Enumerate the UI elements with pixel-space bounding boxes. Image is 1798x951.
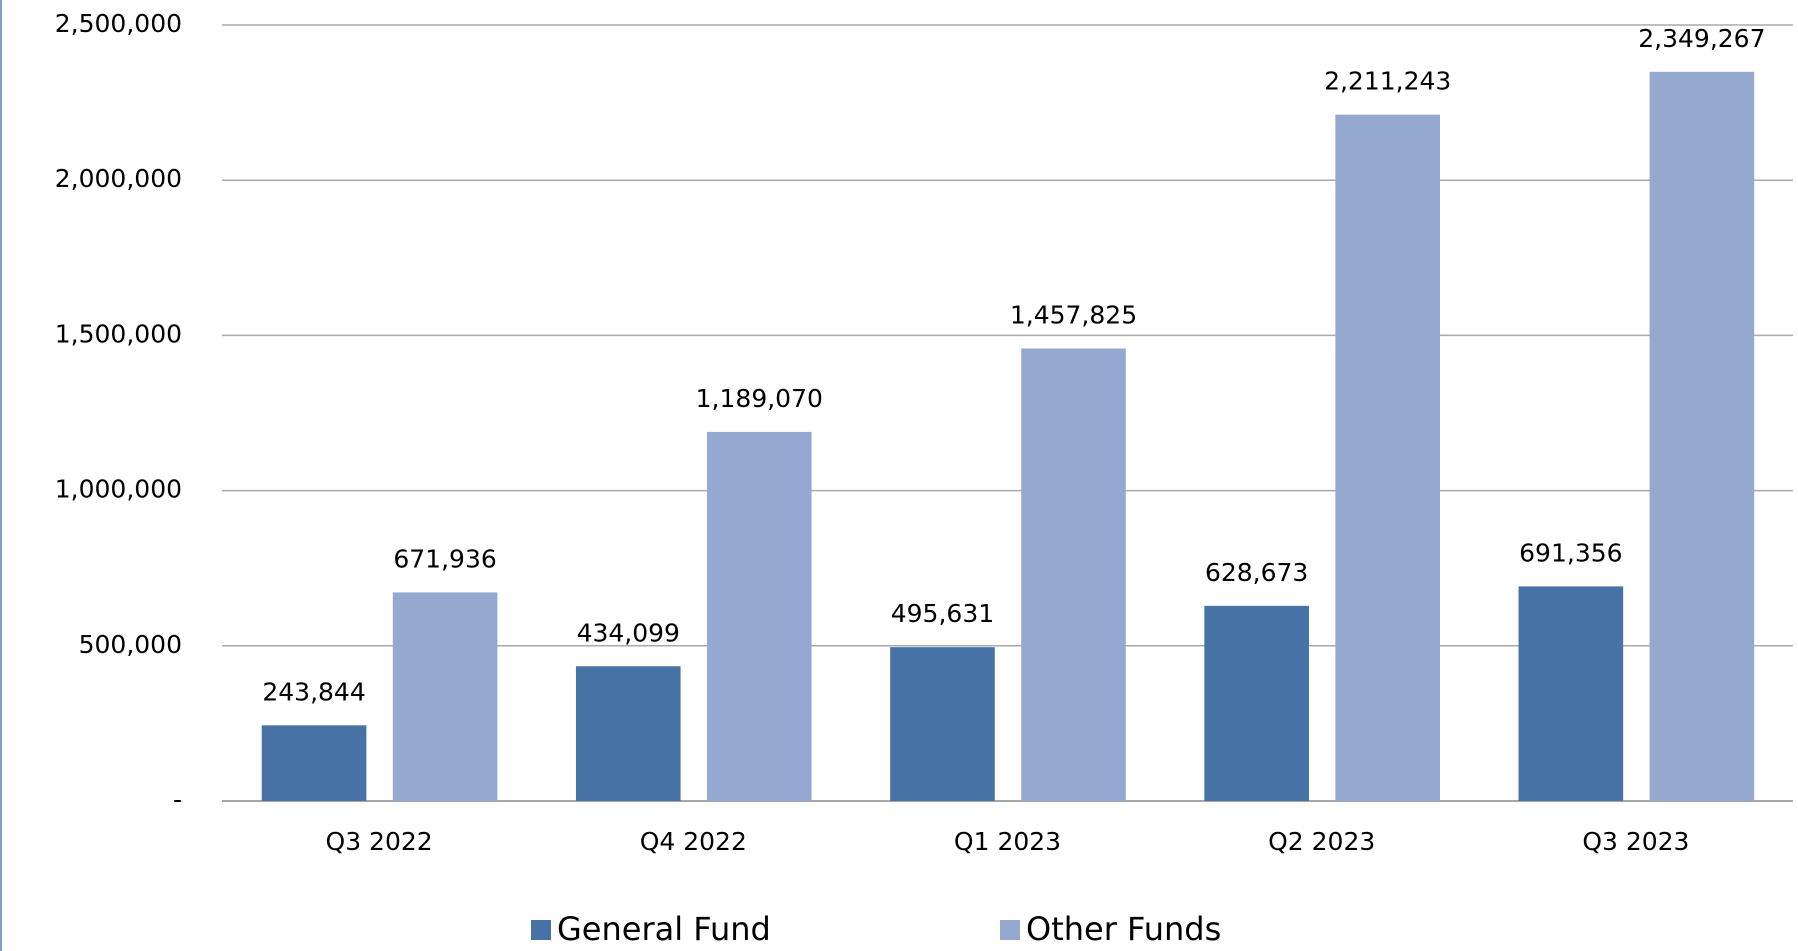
data-label: 434,099 [577,618,680,647]
bar [890,647,995,801]
x-tick-label: Q4 2022 [640,827,747,856]
bar [1204,605,1309,801]
bar [575,666,681,801]
bar [1021,348,1126,801]
y-tick-label: 2,500,000 [55,9,182,38]
data-label: 628,673 [1205,558,1308,587]
legend-swatch [531,920,551,940]
bar [1518,586,1624,801]
x-tick-label: Q3 2023 [1582,827,1689,856]
data-label: 2,349,267 [1638,24,1765,53]
legend-label: General Fund [557,910,771,948]
bar [1649,71,1755,801]
x-tick-label: Q2 2023 [1268,827,1375,856]
x-tick-label: Q1 2023 [954,827,1061,856]
y-tick-label: 1,500,000 [55,319,182,348]
data-label: 495,631 [891,599,994,628]
x-tick-label: Q3 2022 [326,827,433,856]
y-tick-label: 500,000 [79,630,182,659]
data-label: 671,936 [393,544,496,573]
bar [392,592,498,801]
legend-swatch [1000,920,1020,940]
y-tick-label: 2,000,000 [55,164,182,193]
bar [1335,114,1440,801]
y-tick-label: - [173,785,182,814]
bar [261,725,367,801]
data-label: 243,844 [262,677,365,706]
data-label: 2,211,243 [1324,67,1451,96]
data-label: 1,457,825 [1010,300,1137,329]
bar [706,431,812,801]
data-label: 691,356 [1519,538,1622,567]
data-label: 1,189,070 [696,384,823,413]
y-tick-label: 1,000,000 [55,475,182,504]
legend-label: Other Funds [1026,910,1221,948]
